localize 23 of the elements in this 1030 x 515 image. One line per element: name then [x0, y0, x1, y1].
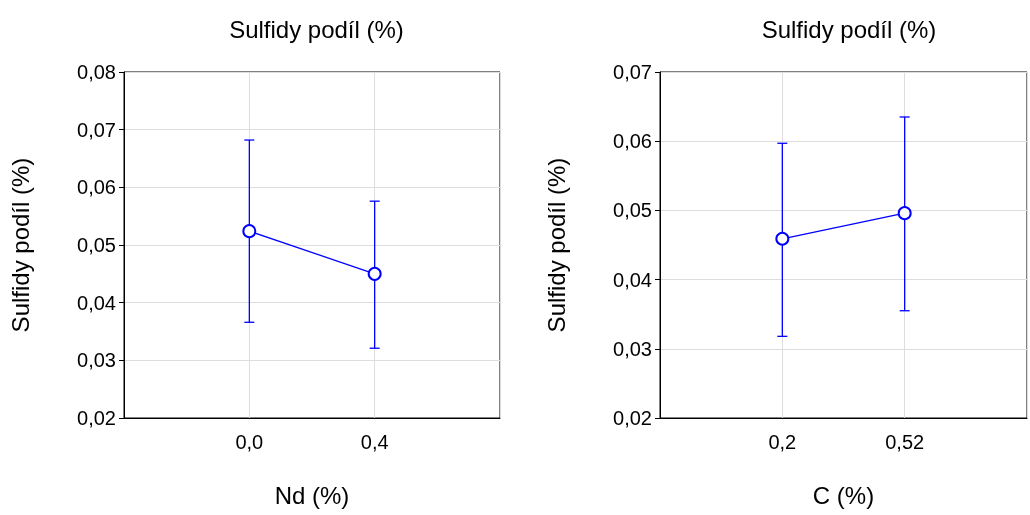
- x-tick-label: 0,2: [768, 431, 797, 453]
- y-axis-title: Sulfidy podíl (%): [542, 157, 570, 333]
- x-tick-label: 0,0: [235, 431, 264, 453]
- chart-title: Sulfidy podíl (%): [761, 15, 937, 43]
- y-tick-label: 0,03: [613, 337, 652, 360]
- y-tick-label: 0,07: [77, 118, 116, 141]
- y-tick-label: 0,04: [613, 268, 652, 291]
- y-tick-label: 0,07: [613, 61, 652, 83]
- y-tick-label: 0,03: [77, 349, 116, 372]
- y-tick-label: 0,02: [613, 407, 652, 429]
- y-tick-label: 0,04: [77, 291, 116, 314]
- y-tick-label: 0,05: [613, 199, 652, 222]
- chart-title: Sulfidy podíl (%): [229, 15, 404, 43]
- x-axis-title: C (%): [812, 481, 875, 509]
- y-tick-label: 0,08: [77, 61, 116, 83]
- y-tick-label: 0,05: [77, 234, 116, 256]
- x-tick-label: 0,52: [885, 431, 925, 453]
- x-axis-title: Nd (%): [274, 481, 350, 509]
- y-axis-title: Sulfidy podíl (%): [6, 157, 34, 333]
- y-tick-label: 0,02: [77, 407, 116, 429]
- y-tick-label: 0,06: [77, 176, 116, 199]
- x-tick-label: 0,4: [360, 431, 389, 453]
- y-tick-label: 0,06: [613, 130, 652, 153]
